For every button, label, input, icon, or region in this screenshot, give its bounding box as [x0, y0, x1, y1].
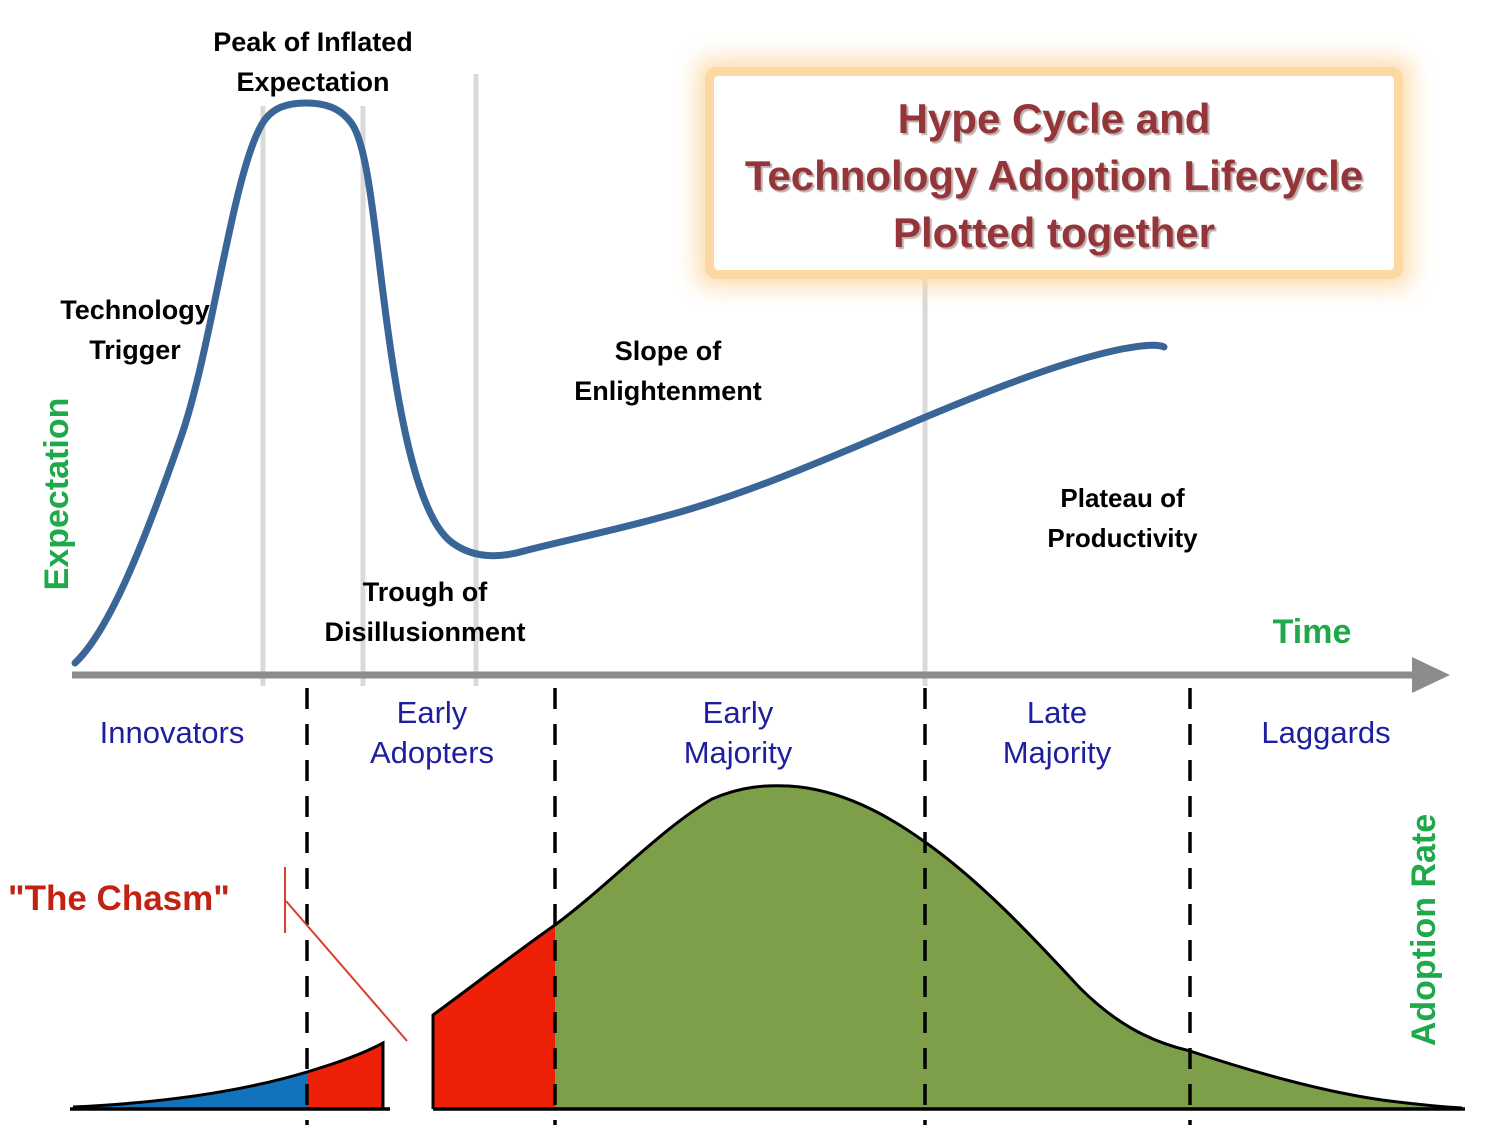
label-slope-of-enlightenment: Slope of Enlightenment	[574, 336, 762, 406]
time-axis-arrowhead	[1412, 657, 1450, 693]
segment-label-early-adopters: Early Adopters	[369, 695, 495, 770]
segment-label-innovators: Innovators	[99, 715, 245, 750]
early-adopters-area-pre-chasm	[307, 1043, 383, 1110]
label-peak-of-inflated-expectation: Peak of Inflated Expectation	[213, 27, 413, 97]
title-line-2: Technology Adoption Lifecycle	[744, 152, 1364, 199]
majority-area	[555, 785, 1460, 1110]
label-trough-of-disillusionment: Trough of Disillusionment	[324, 577, 526, 647]
chasm-pointer-diagonal	[285, 900, 408, 1042]
innovators-area	[73, 1072, 307, 1110]
title-line-1: Hype Cycle and	[897, 95, 1211, 142]
chasm-label: "The Chasm"	[8, 879, 230, 918]
segment-label-late-majority: Late Majority	[1002, 695, 1112, 770]
hype-curve	[71, 99, 1168, 667]
segment-label-laggards: Laggards	[1261, 715, 1391, 750]
bell-outline-left	[72, 1040, 385, 1109]
segment-label-early-majority: Early Majority	[683, 695, 793, 770]
title-box: Hype Cycle and Technology Adoption Lifec…	[714, 76, 1394, 270]
early-adopters-area-post-chasm	[433, 925, 555, 1110]
label-technology-trigger: Technology Trigger	[60, 295, 210, 365]
expectation-axis-label: Expectation	[38, 397, 76, 591]
adoption-rate-axis-label: Adoption Rate	[1405, 813, 1443, 1047]
title-line-3: Plotted together	[893, 209, 1215, 256]
label-plateau-of-productivity: Plateau of Productivity	[1047, 483, 1198, 553]
time-axis-label: Time	[1272, 613, 1352, 651]
